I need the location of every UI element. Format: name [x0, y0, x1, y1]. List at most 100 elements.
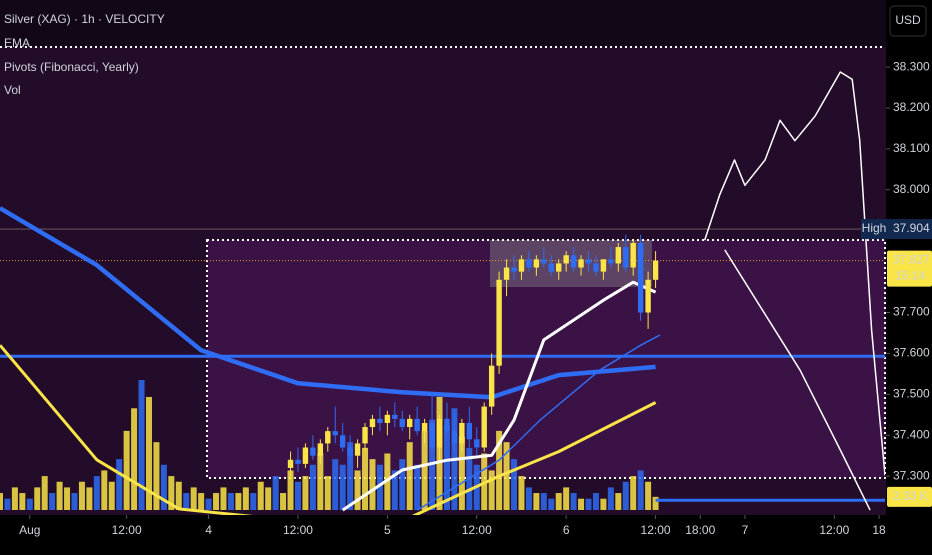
candle-body: [541, 259, 547, 264]
volume-bar: [34, 487, 41, 510]
title: Silver (XAG) · 1h · VELOCITY: [4, 12, 165, 26]
candle-body: [414, 418, 420, 432]
x-tick-label: 18:00: [685, 523, 715, 537]
volume-bar: [525, 487, 532, 510]
candle-body: [503, 267, 510, 280]
volume-bar: [168, 476, 175, 510]
candle-body: [369, 418, 376, 428]
x-tick-label: 12:00: [283, 523, 313, 537]
volume-bar: [458, 436, 465, 510]
candle-body: [570, 255, 577, 268]
volume-bar: [652, 496, 659, 510]
candle-body: [459, 422, 465, 444]
volume-bar: [607, 487, 614, 510]
volume-bar: [101, 470, 108, 510]
volume-bar: [287, 470, 294, 510]
volume-bar: [533, 493, 540, 510]
volume-bar: [78, 481, 85, 510]
indicator: Vol: [4, 83, 21, 97]
candle-body: [332, 431, 338, 436]
volume-bar: [578, 498, 585, 510]
volume-bar: [19, 493, 26, 510]
candle-body: [585, 259, 592, 264]
candle-body: [593, 263, 599, 272]
candle-body: [623, 247, 629, 268]
volume-bar: [443, 425, 450, 510]
volume-bar: [324, 476, 331, 510]
candle-body: [421, 422, 428, 432]
volume-bar: [64, 487, 71, 510]
candle-body: [556, 263, 562, 272]
volume-bar: [503, 442, 510, 510]
volume-bar: [555, 493, 562, 510]
high-price: 37.904: [893, 221, 930, 235]
currency[interactable]: USD: [895, 13, 921, 27]
candle-body: [392, 414, 398, 419]
candle-body: [384, 414, 391, 423]
volume-bar: [615, 493, 622, 510]
volume-bar: [317, 453, 324, 510]
candle-body: [295, 459, 301, 464]
indicator-line: [341, 280, 657, 512]
high-price-bg: [887, 219, 932, 240]
volume-bar: [548, 498, 555, 510]
candle-body: [407, 418, 413, 428]
volume-bar: [496, 430, 503, 510]
volume-bar: [71, 493, 78, 510]
volume-bar: [160, 464, 167, 510]
top-band: [0, 0, 886, 47]
volume-bar: [600, 498, 607, 510]
volume-bar: [227, 493, 234, 510]
volume-bar: [11, 487, 18, 510]
x-tick-label: 7: [742, 523, 749, 537]
volume-bar: [213, 493, 220, 510]
candle-body: [325, 431, 331, 444]
volume-bar: [406, 442, 413, 510]
indicator: EMA: [4, 36, 30, 50]
y-tick-label: 37.500: [893, 387, 930, 401]
volume-bar: [235, 493, 242, 510]
indicator-line: [703, 71, 885, 476]
indicator: Pivots (Fibonacci, Yearly): [4, 60, 139, 74]
volume-bar: [302, 476, 309, 510]
range-border: [206, 239, 886, 479]
volume-bar: [56, 481, 63, 510]
y-tick-label: 38.000: [893, 182, 930, 196]
y-tick-label: 37.600: [893, 346, 930, 360]
volume-bar: [511, 459, 518, 510]
volume-bar: [183, 493, 190, 510]
volume-bar: [190, 487, 197, 510]
countdown: 15:14: [895, 269, 925, 283]
candle-body: [347, 447, 353, 456]
volume-bar: [391, 470, 398, 510]
volume-bar: [347, 442, 354, 510]
candle-body: [377, 418, 383, 423]
y-tick-label: 37.700: [893, 305, 930, 319]
volume-bar: [488, 470, 495, 510]
candle-body: [578, 259, 584, 268]
high-tag-label: High: [862, 221, 887, 235]
indicator-line: [724, 249, 871, 511]
indicator-line: [0, 206, 656, 400]
volume-bar: [198, 493, 205, 510]
candle-body: [630, 242, 636, 268]
currency-button[interactable]: [889, 5, 927, 37]
volume-bar: [131, 408, 138, 510]
candle-body: [354, 443, 361, 456]
candle-body: [488, 365, 495, 407]
candle-body: [533, 259, 540, 268]
candle-body: [600, 259, 607, 272]
last-price-bg: [887, 250, 932, 287]
candle-body: [645, 279, 651, 313]
volume-bar: [116, 459, 123, 510]
high-tag: [861, 219, 887, 240]
volume-bar: [280, 493, 287, 510]
volume-bar: [332, 459, 339, 510]
volume-bar: [123, 430, 130, 510]
candle-body: [287, 459, 294, 468]
time-axis: [0, 515, 886, 550]
volume-bar: [86, 487, 93, 510]
volume-bar: [93, 476, 100, 510]
x-tick-label: 12:00: [112, 523, 142, 537]
